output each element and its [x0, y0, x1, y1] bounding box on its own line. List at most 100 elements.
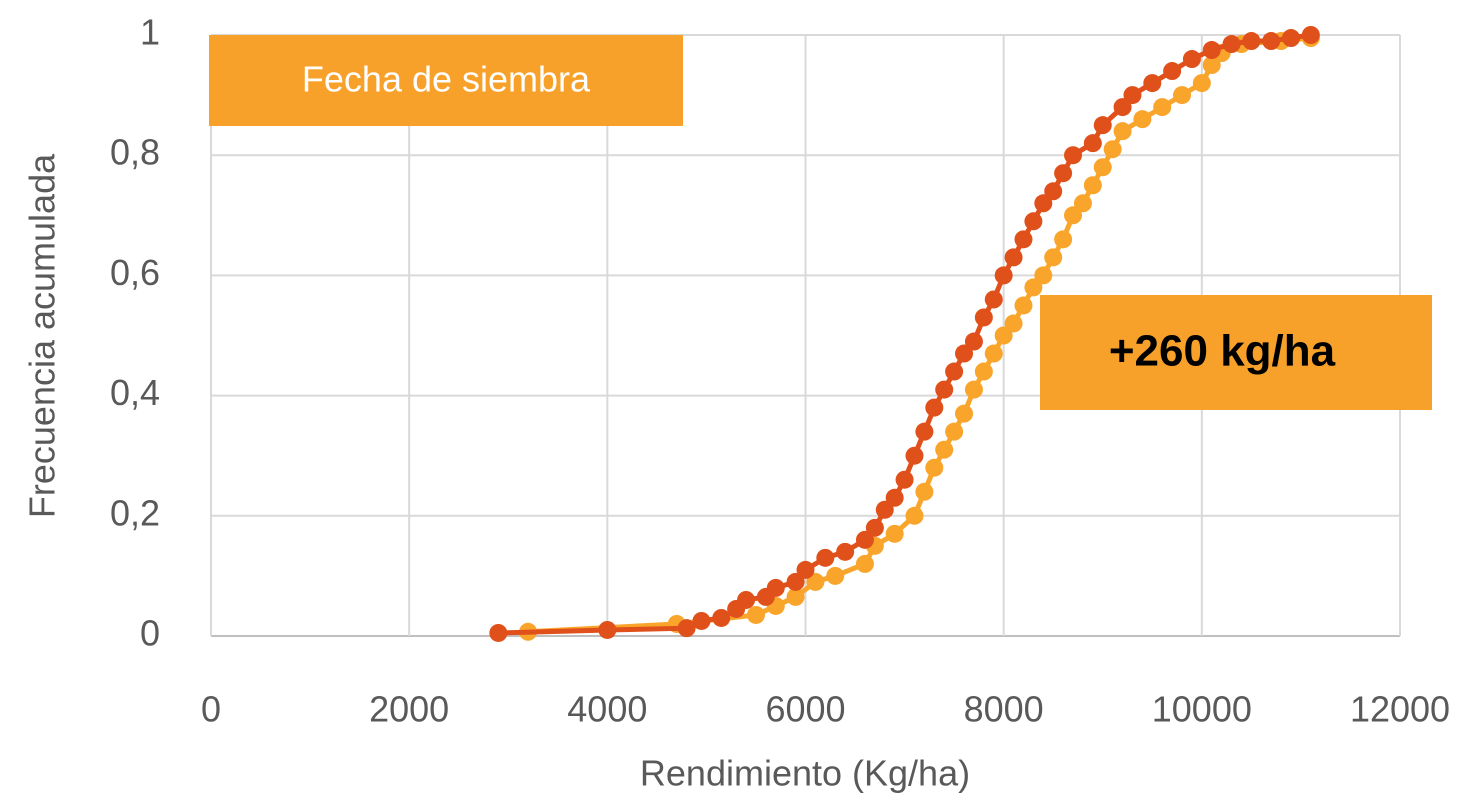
marks [489, 26, 1320, 642]
data-point [1034, 194, 1053, 213]
data-point [1044, 248, 1063, 267]
data-point [925, 398, 944, 417]
data-point [1182, 50, 1201, 69]
data-point [1054, 164, 1073, 183]
y-axis-title: Frecuencia acumulada [22, 153, 63, 518]
x-tick-label: 8000 [964, 689, 1044, 730]
y-tick-label: 1 [140, 12, 160, 53]
data-point [945, 422, 964, 441]
data-point [1123, 86, 1142, 105]
data-point [1113, 122, 1132, 141]
data-point [905, 446, 924, 465]
data-point [786, 572, 805, 591]
data-point [1202, 56, 1221, 75]
data-point [1222, 35, 1241, 54]
data-point [1044, 182, 1063, 201]
annotation-box [1040, 295, 1432, 410]
data-point [885, 488, 904, 507]
x-tick-label: 0 [201, 689, 221, 730]
data-point [984, 290, 1003, 309]
annotation: Fecha de siembra [302, 59, 591, 100]
data-point [766, 578, 785, 597]
data-point [1083, 134, 1102, 153]
data-point [964, 380, 983, 399]
data-point [1103, 140, 1122, 159]
data-point [1014, 296, 1033, 315]
data-point [1014, 230, 1033, 249]
y-tick-label: 0 [140, 613, 160, 654]
data-point [1024, 278, 1043, 297]
x-tick-label: 2000 [369, 689, 449, 730]
data-point [1192, 74, 1211, 93]
data-point [1093, 158, 1112, 177]
data-point [1064, 206, 1083, 225]
data-point [1113, 98, 1132, 117]
y-tick-label: 0,4 [110, 372, 160, 413]
data-point [692, 611, 711, 630]
data-point [905, 506, 924, 525]
data-point [1262, 32, 1281, 51]
data-point [1004, 248, 1023, 267]
data-point [1073, 194, 1092, 213]
data-point [865, 518, 884, 537]
x-tick-label: 6000 [765, 689, 845, 730]
data-point [1301, 26, 1320, 44]
data-point [915, 482, 934, 501]
data-point [885, 524, 904, 543]
data-point [746, 605, 765, 624]
data-point [816, 548, 835, 567]
grid: 0 0,2 0,4 0,6 0,8 1 0 2000 4000 6000 8000 10000 1200… [110, 12, 1450, 730]
data-point [598, 620, 617, 639]
data-point [712, 608, 731, 627]
annotation-box [209, 35, 683, 126]
data-point [836, 542, 855, 561]
data-point [855, 530, 874, 549]
data-point [955, 404, 974, 423]
y-tick-label: 0,6 [110, 252, 160, 293]
annotation: +260 kg/ha [1109, 327, 1336, 376]
data-point [964, 332, 983, 351]
data-point [806, 572, 825, 591]
data-point [1163, 62, 1182, 81]
data-point [1034, 266, 1053, 285]
x-tick-label: 10000 [1152, 689, 1252, 730]
data-point [677, 619, 696, 638]
data-point [796, 560, 815, 579]
data-point [1242, 32, 1261, 51]
data-point [955, 344, 974, 363]
data-point [1004, 314, 1023, 333]
data-point [984, 344, 1003, 363]
data-point [945, 362, 964, 381]
data-point [994, 326, 1013, 345]
data-point [737, 590, 756, 609]
data-point [1054, 230, 1073, 249]
data-point [925, 458, 944, 477]
x-tick-label: 4000 [567, 689, 647, 730]
data-point [974, 308, 993, 327]
data-point [1083, 176, 1102, 195]
data-point [1143, 74, 1162, 93]
data-point [489, 623, 508, 642]
data-point [915, 422, 934, 441]
data-point [1133, 110, 1152, 129]
data-point [935, 440, 954, 459]
y-tick-label: 0,2 [110, 492, 160, 533]
data-point [1153, 98, 1172, 117]
data-point [786, 587, 805, 606]
data-point [1093, 116, 1112, 135]
data-point [1064, 146, 1083, 165]
data-point [1282, 29, 1301, 48]
data-point [974, 362, 993, 381]
y-tick-label: 0,8 [110, 132, 160, 173]
x-axis-title: Rendimiento (Kg/ha) [640, 753, 970, 794]
data-point [895, 470, 914, 489]
data-point [1024, 212, 1043, 231]
data-point [935, 380, 954, 399]
data-point [875, 500, 894, 519]
data-point [1202, 41, 1221, 60]
data-point [826, 566, 845, 585]
data-point [1173, 86, 1192, 105]
data-point [855, 554, 874, 573]
x-tick-label: 12000 [1350, 689, 1450, 730]
